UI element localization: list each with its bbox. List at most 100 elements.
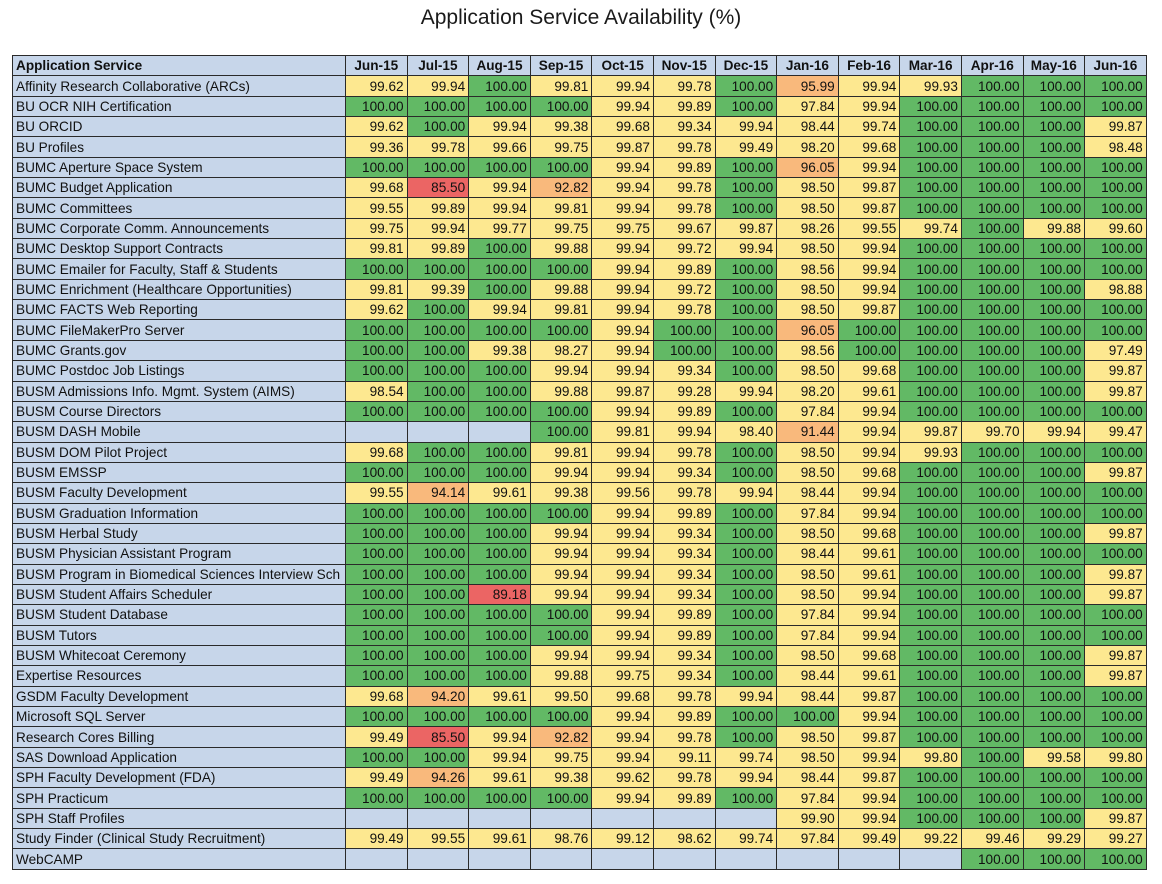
availability-value: 98.56	[776, 339, 839, 362]
availability-value: 99.87	[837, 767, 901, 789]
availability-value: 100.00	[1084, 482, 1147, 504]
availability-value: 99.68	[837, 644, 901, 667]
availability-value: 100.00	[345, 339, 408, 362]
availability-value: 99.88	[529, 278, 593, 301]
availability-value: 99.29	[1022, 828, 1086, 850]
column-header: Jan-16	[776, 54, 839, 77]
availability-value: 100.00	[899, 583, 962, 606]
availability-value: 100.00	[837, 319, 901, 341]
availability-value: 99.88	[529, 238, 593, 260]
availability-value: 100.00	[529, 258, 593, 280]
availability-value: 100.00	[960, 543, 1024, 565]
availability-value: 100.00	[899, 319, 962, 341]
availability-value: 100.00	[899, 156, 962, 179]
service-name: BUMC Budget Application	[12, 177, 346, 199]
availability-value: 99.94	[591, 400, 654, 423]
availability-value: 99.55	[837, 217, 901, 240]
availability-value: 97.49	[1084, 339, 1147, 362]
availability-value: 100.00	[468, 705, 531, 728]
availability-value: 99.81	[529, 441, 593, 463]
availability-value: 100.00	[960, 767, 1024, 789]
availability-value: 100.00	[406, 665, 470, 687]
availability-value: 99.94	[529, 522, 593, 545]
availability-value: 100.00	[468, 787, 531, 809]
availability-value: 99.94	[591, 360, 654, 382]
availability-value: 100.00	[714, 156, 778, 179]
service-name: BU ORCID	[12, 116, 346, 138]
availability-value: 100.00	[899, 563, 962, 585]
availability-value: 99.74	[714, 828, 778, 850]
availability-value: 99.74	[899, 217, 962, 240]
availability-value: 100.00	[899, 339, 962, 362]
availability-value: 99.94	[714, 767, 778, 789]
availability-value: 100.00	[1084, 177, 1147, 199]
availability-value: 99.94	[714, 685, 778, 708]
availability-value: 100.00	[345, 563, 408, 585]
availability-value: 99.87	[837, 726, 901, 748]
availability-value: 100.00	[1084, 258, 1147, 280]
availability-value: 99.61	[837, 380, 901, 402]
availability-value: 100.00	[714, 75, 778, 97]
availability-value: 99.94	[591, 502, 654, 524]
availability-value: 99.94	[591, 238, 654, 260]
availability-value: 100.00	[960, 848, 1024, 870]
availability-value: 97.84	[776, 502, 839, 524]
availability-value: 99.94	[837, 787, 901, 809]
availability-value: 99.94	[591, 95, 654, 118]
availability-value: 100.00	[960, 502, 1024, 524]
availability-value: 99.78	[652, 75, 716, 97]
availability-value: 100.00	[468, 360, 531, 382]
availability-value: 99.94	[591, 604, 654, 626]
availability-value: 98.54	[345, 380, 408, 402]
availability-value: 100.00	[345, 604, 408, 626]
availability-value: 100.00	[714, 665, 778, 687]
availability-value: 99.55	[406, 828, 470, 850]
availability-value: 99.34	[652, 461, 716, 484]
availability-value: 100.00	[468, 238, 531, 260]
availability-value: 99.80	[899, 746, 962, 769]
column-header: Jun-15	[345, 54, 408, 77]
availability-value: 100.00	[714, 319, 778, 341]
availability-value: 98.44	[776, 543, 839, 565]
availability-value: 99.78	[652, 767, 716, 789]
availability-value: 99.87	[1084, 461, 1147, 484]
availability-value: 100.00	[714, 339, 778, 362]
service-name: BUMC Desktop Support Contracts	[12, 238, 346, 260]
availability-value: 99.78	[652, 685, 716, 708]
table-row: BU Profiles 99.36 99.78 99.66 99.75 99.87 99.7…	[12, 136, 1147, 158]
availability-value: 99.81	[529, 299, 593, 321]
column-header: May-16	[1022, 54, 1086, 77]
availability-value: 99.94	[468, 726, 531, 748]
availability-value: 99.55	[345, 482, 408, 504]
availability-value: 100.00	[1022, 543, 1086, 565]
availability-value: 94.14	[406, 482, 470, 504]
availability-value: 99.62	[345, 75, 408, 97]
availability-value: 100.00	[960, 604, 1024, 626]
availability-value: 97.84	[776, 95, 839, 118]
availability-value: 99.75	[591, 217, 654, 240]
availability-value: 100.00	[960, 116, 1024, 138]
availability-value: 100.00	[960, 563, 1024, 585]
empty-cell	[468, 807, 531, 830]
availability-value: 100.00	[1022, 461, 1086, 484]
availability-value: 100.00	[1022, 95, 1086, 118]
availability-value: 100.00	[468, 543, 531, 565]
availability-value: 100.00	[960, 583, 1024, 606]
availability-value: 100.00	[345, 156, 408, 179]
availability-value: 100.00	[345, 705, 408, 728]
availability-value: 99.38	[468, 339, 531, 362]
availability-value: 99.94	[591, 177, 654, 199]
availability-value: 100.00	[899, 278, 962, 301]
service-name: Study Finder (Clinical Study Recruitment…	[12, 828, 346, 850]
table-row: Affinity Research Collaborative (ARCs) 99…	[12, 75, 1147, 97]
availability-value: 100.00	[1022, 665, 1086, 687]
availability-value: 100.00	[468, 75, 531, 97]
availability-value: 100.00	[899, 767, 962, 789]
table-row: BU OCR NIH Certification 100.00 100.00 100.…	[12, 95, 1147, 118]
availability-value: 100.00	[899, 705, 962, 728]
availability-value: 100.00	[1022, 848, 1086, 870]
availability-value: 100.00	[468, 258, 531, 280]
availability-value: 99.89	[652, 624, 716, 646]
availability-value: 99.94	[529, 360, 593, 382]
empty-cell	[529, 848, 593, 870]
